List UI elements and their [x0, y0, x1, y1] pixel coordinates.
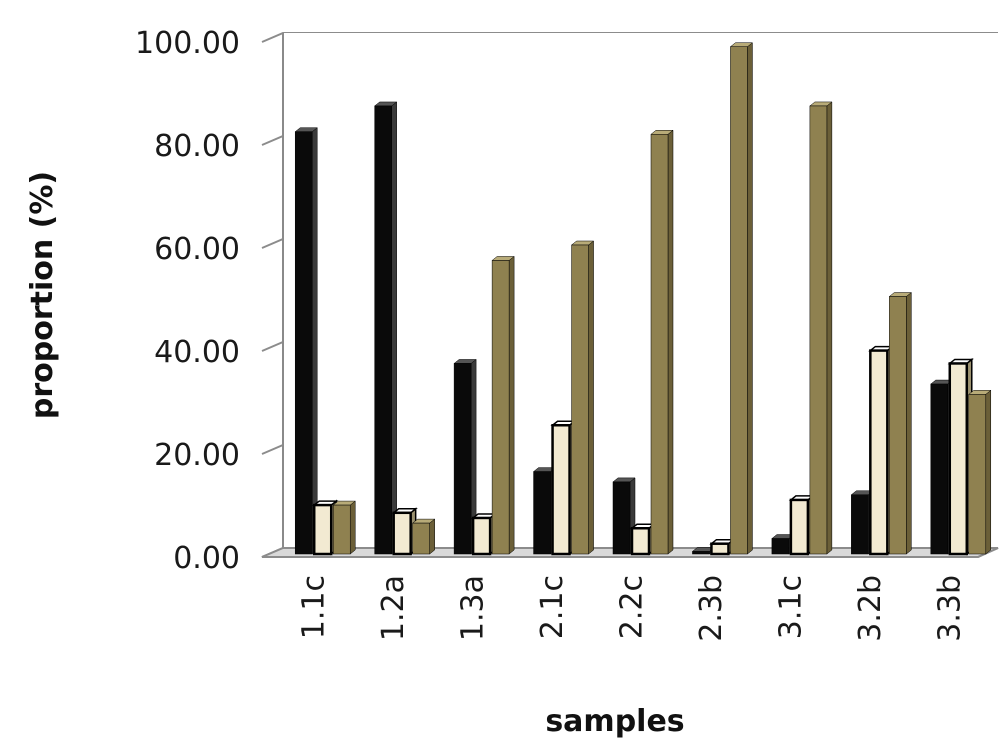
bar-side — [826, 101, 833, 555]
bar — [629, 522, 657, 556]
bar-front — [491, 260, 510, 555]
side-wall-edge — [261, 33, 284, 558]
bar — [550, 419, 577, 556]
bar — [650, 129, 674, 555]
y-axis-title: proportion (%) — [25, 171, 60, 419]
bar-front — [392, 511, 412, 556]
x-tick-label: 1.1c — [297, 575, 332, 639]
bar — [373, 101, 398, 555]
bar — [729, 42, 754, 555]
bar-front — [312, 503, 333, 556]
bar-front — [533, 471, 551, 555]
bar-front — [789, 498, 810, 556]
x-tick-label: 1.3a — [456, 575, 491, 641]
bar — [491, 255, 515, 555]
bar — [709, 538, 736, 556]
x-tick-label: 1.2a — [376, 575, 411, 641]
bar — [570, 240, 595, 555]
bar-front — [571, 244, 589, 555]
bar-front — [948, 362, 969, 556]
bar-side — [906, 291, 912, 555]
x-axis-ticks: 1.1c 1.2a 1.3a 2.1c 2.2c 2.3b 3.1c 3.2b 3.3b — [297, 575, 968, 642]
y-tick-label: 20.00 — [154, 438, 240, 473]
bar — [888, 291, 913, 555]
bar — [312, 499, 339, 556]
bar-front — [710, 542, 730, 556]
x-tick-label: 2.1c — [535, 575, 570, 639]
bar — [809, 101, 833, 555]
y-tick-label: 40.00 — [154, 335, 240, 370]
bar — [947, 357, 974, 556]
bar — [411, 518, 436, 555]
bar-side — [391, 101, 397, 555]
x-tick-label: 3.3b — [932, 575, 967, 642]
bar-front — [809, 105, 828, 555]
y-tick-label: 60.00 — [154, 232, 240, 267]
bar-front — [374, 105, 392, 555]
bar-front — [730, 46, 748, 555]
bar-side — [349, 500, 356, 555]
x-tick-label: 3.2b — [853, 575, 888, 642]
bar-front — [453, 363, 472, 555]
bars — [294, 42, 992, 556]
x-axis-title: samples — [545, 704, 684, 739]
bar — [453, 358, 477, 555]
bar — [968, 389, 992, 555]
bar-front — [630, 527, 651, 556]
x-tick-label: 3.1c — [773, 575, 808, 639]
bar-front — [889, 296, 907, 555]
y-tick-label: 80.00 — [154, 129, 240, 164]
bar-side — [985, 389, 992, 555]
bar — [788, 494, 816, 556]
bar-front — [930, 383, 949, 555]
bar — [470, 512, 498, 556]
bar-side — [747, 42, 753, 555]
y-tick-label: 0.00 — [173, 541, 240, 576]
x-tick-label: 2.3b — [694, 575, 729, 642]
bar-front — [771, 538, 790, 555]
bar-front — [412, 522, 430, 555]
bar-side — [429, 518, 435, 555]
bar-front — [692, 551, 710, 555]
bar-side — [588, 240, 594, 555]
bar-front — [332, 504, 351, 555]
bar — [868, 345, 895, 556]
bar-side — [508, 255, 515, 555]
bar-front — [968, 394, 987, 555]
y-tick-label: 100.00 — [135, 26, 240, 61]
bar-front — [650, 134, 669, 555]
bar — [294, 127, 318, 555]
y-axis-ticks: 0.00 20.00 40.00 60.00 80.00 100.00 — [135, 26, 240, 576]
bar — [391, 507, 418, 556]
bar-front — [612, 481, 631, 555]
bar-front — [551, 424, 571, 556]
bar-front — [294, 131, 313, 555]
bar-side — [667, 129, 674, 555]
bar-front — [869, 349, 889, 556]
bar — [332, 500, 356, 555]
x-tick-label: 2.2c — [615, 575, 650, 639]
bar-front — [471, 516, 492, 556]
bar-side — [311, 127, 318, 555]
bar-front — [851, 494, 869, 555]
